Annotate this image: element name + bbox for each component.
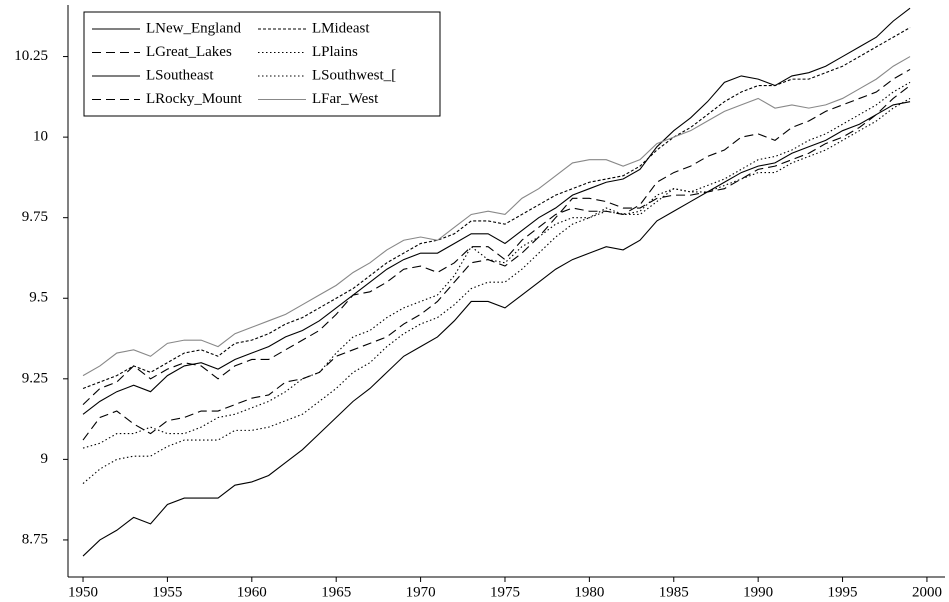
x-tick-label: 1960 <box>237 584 267 600</box>
x-tick-label: 1950 <box>68 584 98 600</box>
x-tick-label: 1965 <box>321 584 351 600</box>
series-line <box>82 7 911 415</box>
legend-label: LMideast <box>312 20 370 36</box>
legend-label: LSoutheast <box>146 67 214 83</box>
legend-frame <box>83 11 441 117</box>
y-tick-label: 8.75 <box>22 531 48 547</box>
series-line <box>82 56 911 377</box>
x-tick-label: 1975 <box>490 584 520 600</box>
legend-label: LPlains <box>312 44 358 60</box>
y-tick-label: 9.75 <box>22 209 48 225</box>
series-line <box>82 101 911 557</box>
series-line <box>82 68 911 405</box>
x-tick-label: 1995 <box>828 584 858 600</box>
legend-label: LNew_England <box>146 20 241 36</box>
legend-label: LGreat_Lakes <box>146 44 232 60</box>
legend-label: LRocky_Mount <box>146 91 243 107</box>
y-tick-label: 9 <box>41 451 49 467</box>
series-line <box>82 81 911 449</box>
x-tick-label: 1990 <box>743 584 773 600</box>
x-tick-label: 2000 <box>912 584 942 600</box>
series-line <box>82 85 911 441</box>
x-tick-label: 1985 <box>659 584 689 600</box>
legend-label: LFar_West <box>312 91 379 107</box>
y-tick-label: 10 <box>33 129 48 145</box>
y-tick-label: 10.25 <box>14 48 48 64</box>
y-tick-label: 9.5 <box>29 290 48 306</box>
x-tick-label: 1955 <box>152 584 182 600</box>
legend-label: LSouthwest_[ <box>312 67 396 83</box>
y-tick-label: 9.25 <box>22 370 48 386</box>
x-tick-label: 1970 <box>406 584 436 600</box>
x-tick-label: 1980 <box>574 584 604 600</box>
series-line <box>82 27 911 389</box>
